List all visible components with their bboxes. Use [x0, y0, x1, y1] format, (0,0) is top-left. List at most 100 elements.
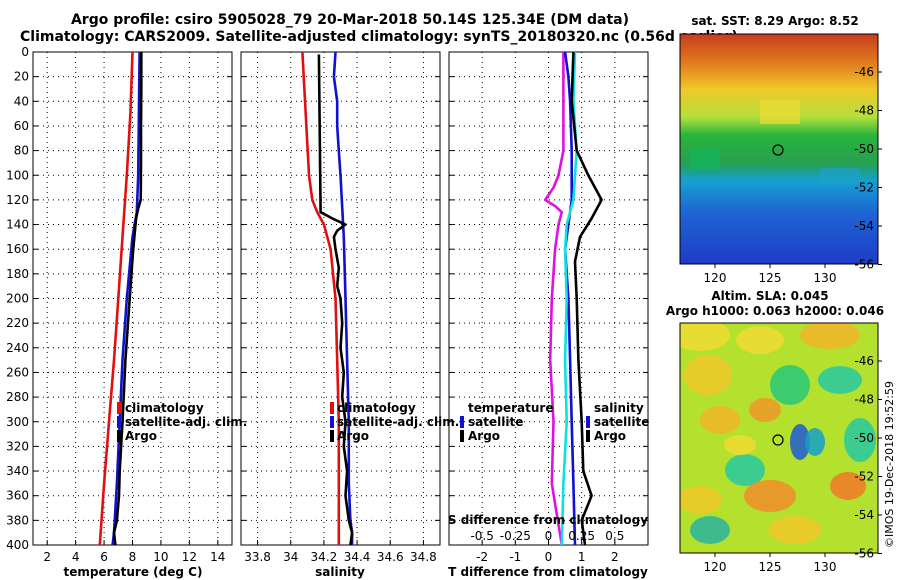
sla-anomaly-blob: [800, 323, 860, 349]
legend-argo: Argo: [125, 429, 157, 443]
map-y-tick-label: -54: [854, 508, 874, 522]
depth-tick-label: 160: [6, 242, 29, 256]
difference-legend: temperature satellite Argo salinity sate…: [460, 401, 649, 443]
legend-temperature-title: temperature: [468, 401, 553, 415]
imos-timestamp: ©IMOS 19-Dec-2018 19:52:59: [883, 381, 896, 548]
sst-map-field[interactable]: [680, 34, 878, 264]
difference-xlabel: T difference from climatology: [448, 565, 648, 579]
x-tick-label: 0: [545, 550, 553, 564]
top-tick-label: 0.25: [568, 529, 595, 543]
depth-tick-label: 20: [14, 70, 29, 84]
series-line-satellite-adj-clim-: [111, 51, 141, 546]
map-y-tick-label: -56: [854, 547, 874, 561]
map-x-tick-label: 125: [759, 271, 782, 285]
sla-argo-location-marker[interactable]: [772, 434, 784, 446]
legend-swatch-s-climatology: [330, 402, 334, 414]
depth-tick-label: 320: [6, 439, 29, 453]
sla-anomaly-blob: [744, 480, 796, 512]
sla-anomaly-blob: [736, 326, 784, 354]
sst-noise-patch-2: [690, 150, 720, 170]
map-x-tick-label: 120: [704, 271, 727, 285]
x-tick-label: 34: [283, 550, 298, 564]
difference-plot-area: [448, 51, 649, 546]
sla-anomaly-blob: [770, 365, 810, 405]
temperature-plot-area: [32, 51, 233, 546]
legend-swatch-t-argo: [460, 430, 464, 442]
x-tick-label: 2: [611, 550, 619, 564]
figure-title-line2: Climatology: CARS2009. Satellite-adjuste…: [20, 29, 738, 45]
legend-swatch-satellite: [117, 416, 121, 428]
depth-tick-label: 60: [14, 119, 29, 133]
legend-swatch-climatology: [117, 402, 121, 414]
depth-tick-label: 120: [6, 193, 29, 207]
depth-tick-label: 240: [6, 341, 29, 355]
top-tick-label: -0.5: [470, 529, 493, 543]
depth-tick-label: 200: [6, 292, 29, 306]
depth-tick-label: 260: [6, 365, 29, 379]
sla-anomaly-blob: [690, 516, 730, 544]
x-tick-label: 34.4: [344, 550, 371, 564]
map-x-tick-label: 130: [814, 271, 837, 285]
sla-anomaly-blob: [844, 418, 876, 462]
salinity-panel: 33.8 34 34.2 34.4 34.6 34.8 salinity: [240, 51, 441, 579]
sst-map-title: sat. SST: 8.29 Argo: 8.52: [691, 14, 858, 28]
legend-s-satellite-adj: satellite-adj. clim.: [337, 415, 459, 429]
depth-tick-label: 360: [6, 489, 29, 503]
salinity-legend: climatology satellite-adj. clim. Argo: [330, 401, 459, 443]
depth-tick-label: 180: [6, 267, 29, 281]
series-line-s-climatology: [543, 52, 565, 546]
x-tick-label: 34.2: [311, 550, 338, 564]
legend-s-climatology: climatology: [337, 401, 416, 415]
map-y-tick-label: -52: [854, 470, 874, 484]
sla-map: Altim. SLA: 0.045 Argo h1000: 0.063 h200…: [666, 289, 884, 574]
x-tick-label: -2: [476, 550, 488, 564]
series-line-climatology: [98, 51, 134, 546]
x-tick-label: 1: [578, 550, 586, 564]
x-tick-label: 6: [100, 550, 108, 564]
series-line-argo: [570, 51, 603, 546]
figure-title-line1: Argo profile: csiro 5905028_79 20-Mar-20…: [70, 12, 630, 28]
temperature-panel: 2 4 6 8 10 12 14 temperature (deg C): [32, 51, 233, 579]
sla-anomaly-blob: [805, 428, 825, 456]
sst-noise-patch-1: [760, 100, 800, 124]
legend-s-sat-diff: satellite: [594, 415, 649, 429]
depth-tick-label: 380: [6, 513, 29, 527]
sla-map-title-1: Altim. SLA: 0.045: [711, 289, 828, 303]
depth-tick-label: 400: [6, 538, 29, 552]
legend-satellite-adj: satellite-adj. clim.: [125, 415, 247, 429]
depth-tick-label: 80: [14, 144, 29, 158]
x-tick-label: 34.6: [377, 550, 404, 564]
sla-map-title-2: Argo h1000: 0.063 h2000: 0.046: [666, 304, 884, 318]
sst-map: sat. SST: 8.29 Argo: 8.52 120 125 130 -46 -4…: [679, 14, 882, 285]
legend-t-satellite: satellite: [468, 415, 523, 429]
legend-swatch-t-satellite: [460, 416, 464, 428]
legend-s-argo: Argo: [337, 429, 369, 443]
map-y-tick-label: -52: [854, 181, 874, 195]
temperature-legend: climatology satellite-adj. clim. Argo: [117, 401, 247, 443]
map-y-tick-label: -50: [854, 142, 874, 156]
legend-salinity-title: salinity: [594, 401, 644, 415]
top-tick-label: 0: [545, 529, 553, 543]
sla-anomaly-blob: [684, 355, 732, 395]
top-tick-label: -0.25: [500, 529, 531, 543]
legend-swatch-argo: [117, 430, 121, 442]
sla-anomaly-blob: [769, 516, 821, 544]
temperature-xlabel: temperature (deg C): [64, 565, 203, 579]
legend-climatology: climatology: [125, 401, 204, 415]
depth-axis: 0 20 40 60 80 100 120 140 160 180 200 220 240 260 280 3…: [6, 45, 29, 552]
sst-argo-location-marker[interactable]: [772, 144, 784, 156]
x-tick-label: 12: [182, 550, 197, 564]
series-line-climatology: [301, 51, 341, 545]
map-y-tick-label: -46: [854, 65, 874, 79]
sla-anomaly-blob: [680, 486, 722, 514]
top-tick-label: 0.5: [605, 529, 624, 543]
depth-tick-label: 300: [6, 415, 29, 429]
x-tick-label: 4: [72, 550, 80, 564]
map-x-tick-label: 125: [759, 560, 782, 574]
depth-tick-label: 280: [6, 390, 29, 404]
sla-anomaly-blob: [818, 366, 862, 394]
legend-swatch-s-argo-diff: [586, 430, 590, 442]
difference-top-axis-label: S difference from climatology: [448, 513, 648, 527]
depth-tick-label: 100: [6, 168, 29, 182]
